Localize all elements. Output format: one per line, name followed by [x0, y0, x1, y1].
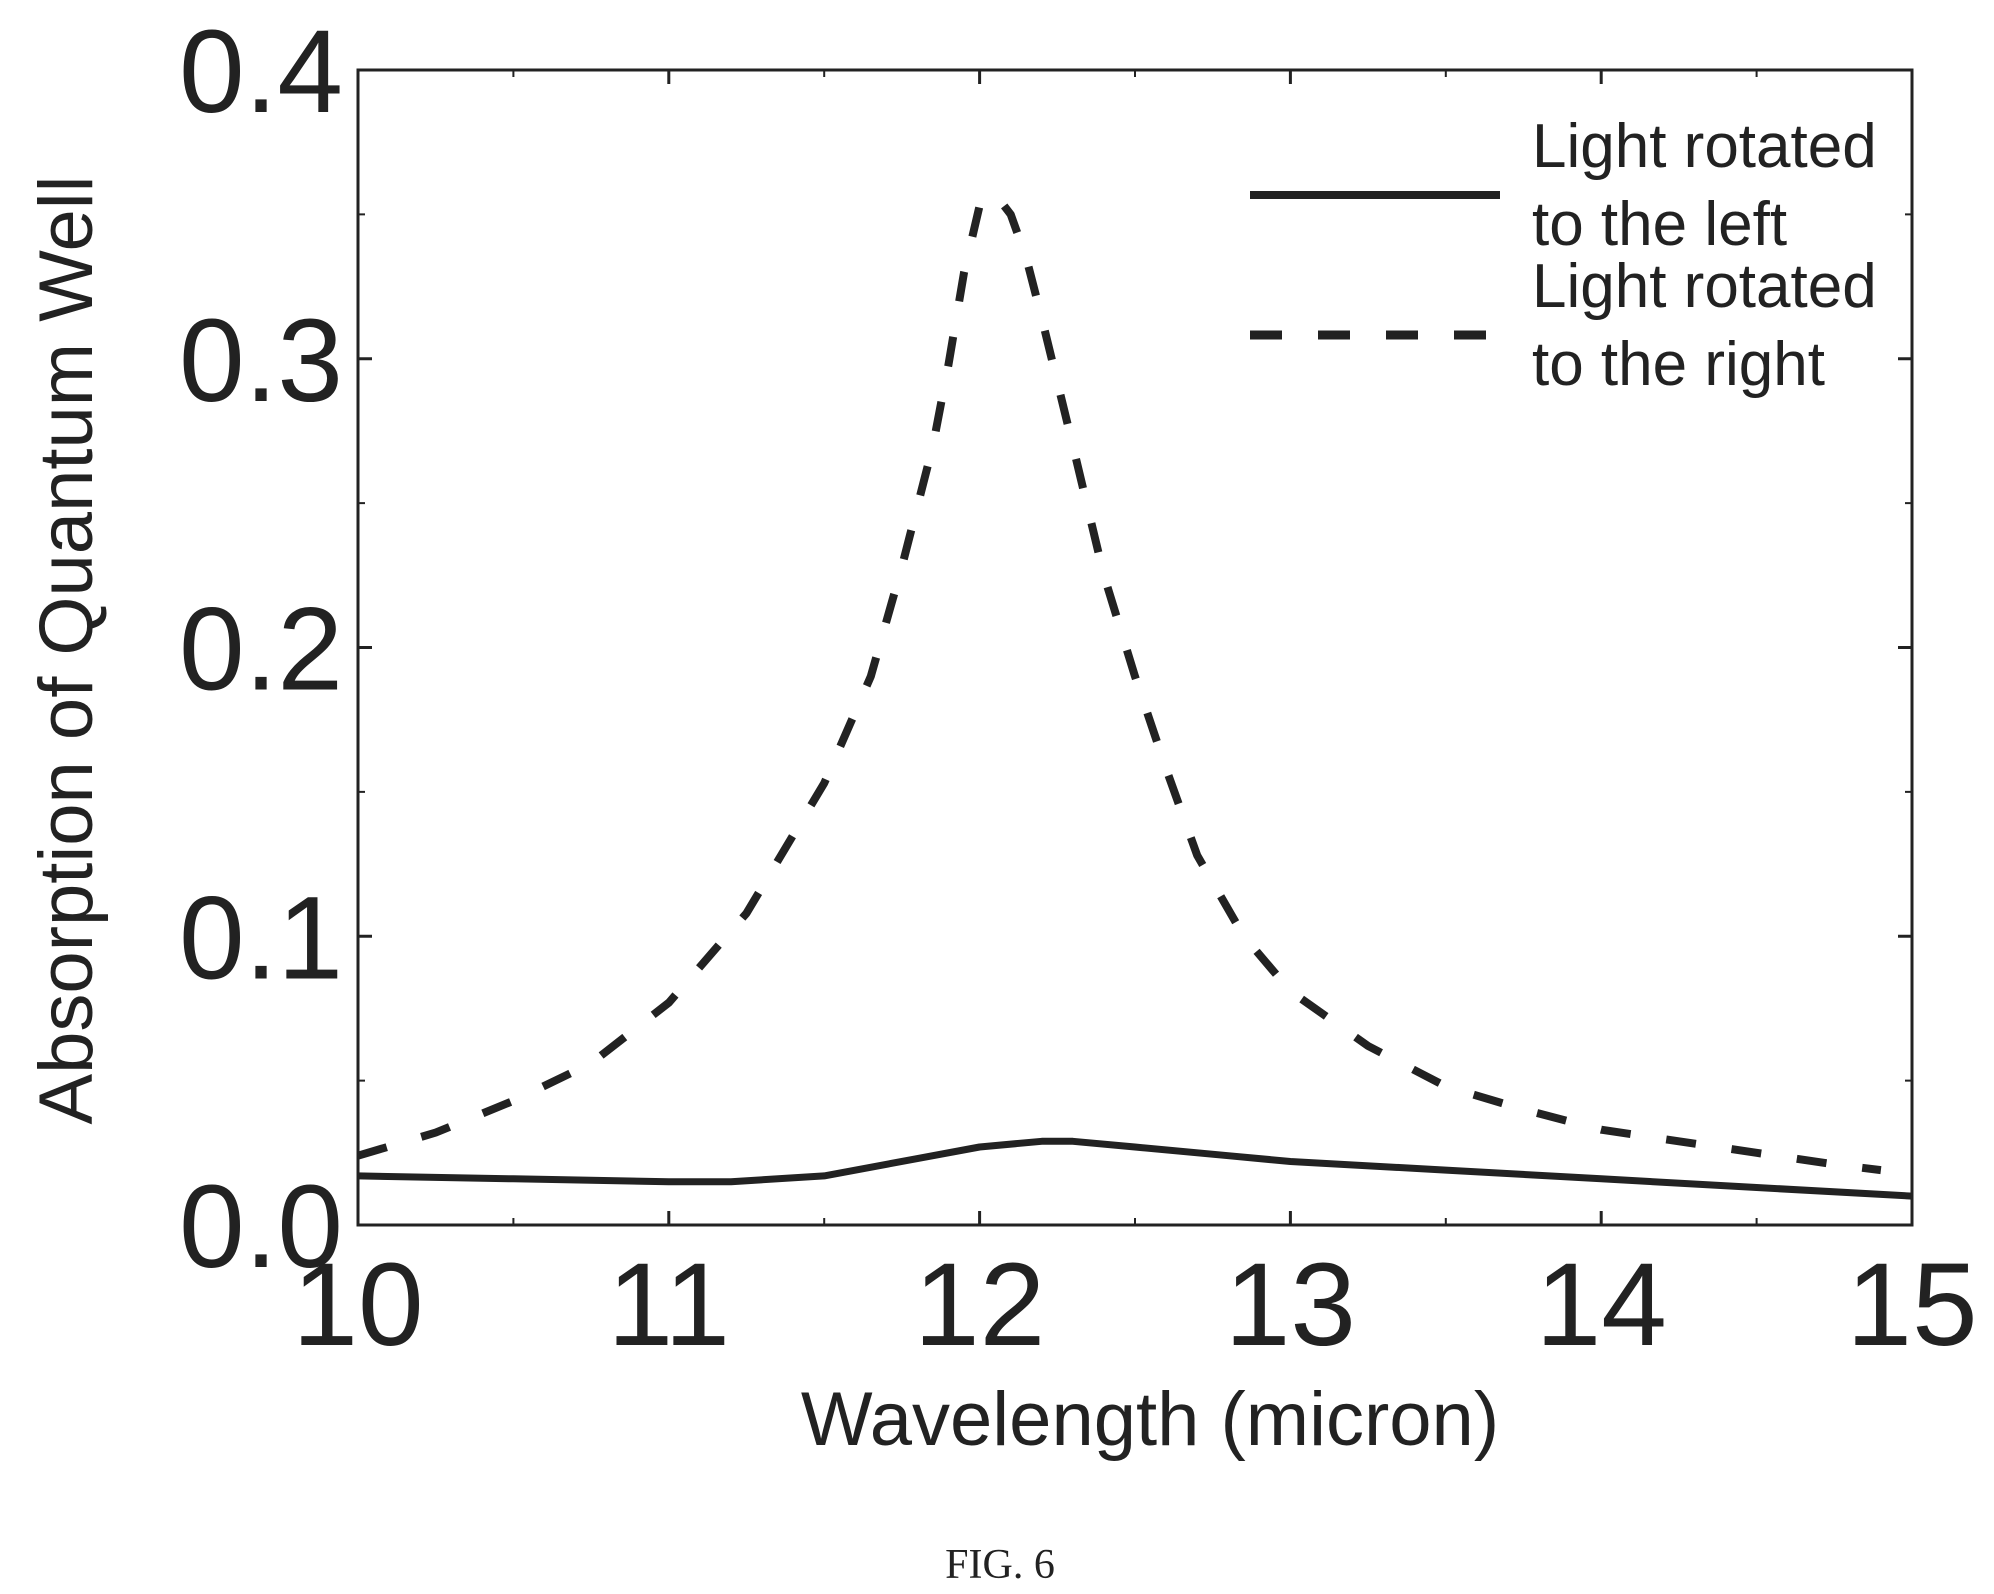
y-tick-label-0.0: 0.0 — [179, 1161, 343, 1293]
y-tick-label-0.4: 0.4 — [179, 6, 343, 138]
plot-layer: 10 11 12 13 14 15 0.0 0.1 0.2 0.3 0.4 Light rotated… — [179, 6, 1978, 1371]
figure-caption: FIG. 6 — [945, 1542, 1055, 1588]
x-tick-label-12: 12 — [914, 1239, 1045, 1371]
legend-label-0-0: Light rotated — [1532, 112, 1877, 181]
legend-label-0-1: to the left — [1532, 190, 1787, 259]
x-axis-label: Wavelength (micron) — [801, 1377, 1499, 1462]
y-tick-label-0.2: 0.2 — [179, 584, 343, 716]
x-tick-label-14: 14 — [1536, 1239, 1667, 1371]
y-tick-label-0.3: 0.3 — [179, 295, 343, 427]
x-tick-label-13: 13 — [1225, 1239, 1356, 1371]
legend-label-1-1: to the right — [1532, 330, 1825, 399]
y-tick-label-0.1: 0.1 — [179, 872, 343, 1004]
series-line-left-rotated — [357, 1137, 1913, 1200]
x-tick-label-11: 11 — [608, 1239, 731, 1371]
x-tick-label-10: 10 — [292, 1239, 423, 1371]
series-line-right-rotated — [356, 190, 1882, 1175]
y-axis-label: Absorption of Quantum Well — [24, 175, 109, 1124]
x-tick-label-15: 15 — [1846, 1239, 1977, 1371]
legend-label-1-0: Light rotated — [1532, 252, 1877, 321]
